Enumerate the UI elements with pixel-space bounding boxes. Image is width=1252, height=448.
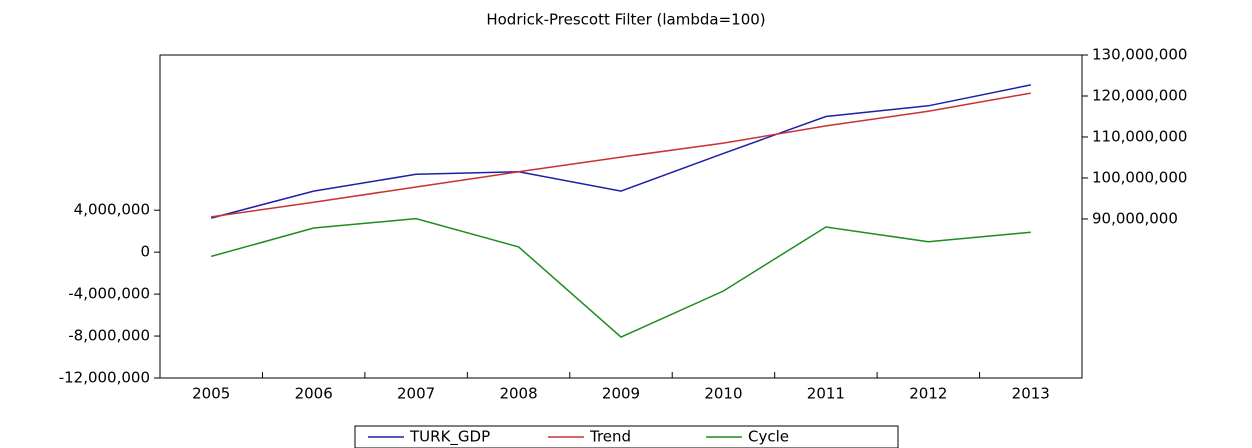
y2-tick-label: 130,000,000 [1092, 46, 1187, 64]
y2-tick-label: 90,000,000 [1092, 209, 1178, 227]
x-tick-label: 2012 [909, 385, 947, 403]
x-tick-label: 2010 [704, 385, 742, 403]
chart-title: Hodrick-Prescott Filter (lambda=100) [486, 11, 765, 29]
y-tick-label: 4,000,000 [74, 201, 150, 219]
x-tick-label: 2005 [192, 385, 230, 403]
x-tick-label: 2009 [602, 385, 640, 403]
legend-label: Trend [589, 428, 631, 446]
y2-tick-label: 110,000,000 [1092, 127, 1187, 145]
legend-box [354, 425, 899, 448]
series-line [211, 92, 1031, 218]
x-tick-label: 2006 [295, 385, 333, 403]
y2-tick-label: 100,000,000 [1092, 168, 1187, 186]
y-tick-label: -4,000,000 [68, 285, 150, 303]
series-line [211, 84, 1031, 219]
y-tick-label: 0 [140, 243, 150, 261]
x-tick-label: 2008 [499, 385, 537, 403]
x-tick-label: 2007 [397, 385, 435, 403]
y-tick-label: -8,000,000 [68, 327, 150, 345]
legend-label: Cycle [748, 428, 789, 446]
x-tick-label: 2011 [807, 385, 845, 403]
y-tick-label: -12,000,000 [59, 369, 150, 387]
y2-tick-label: 120,000,000 [1092, 86, 1187, 104]
legend-label: TURK_GDP [409, 428, 490, 447]
series-line [210, 217, 1031, 338]
plot-frame [159, 54, 1083, 379]
x-tick-label: 2013 [1012, 385, 1050, 403]
